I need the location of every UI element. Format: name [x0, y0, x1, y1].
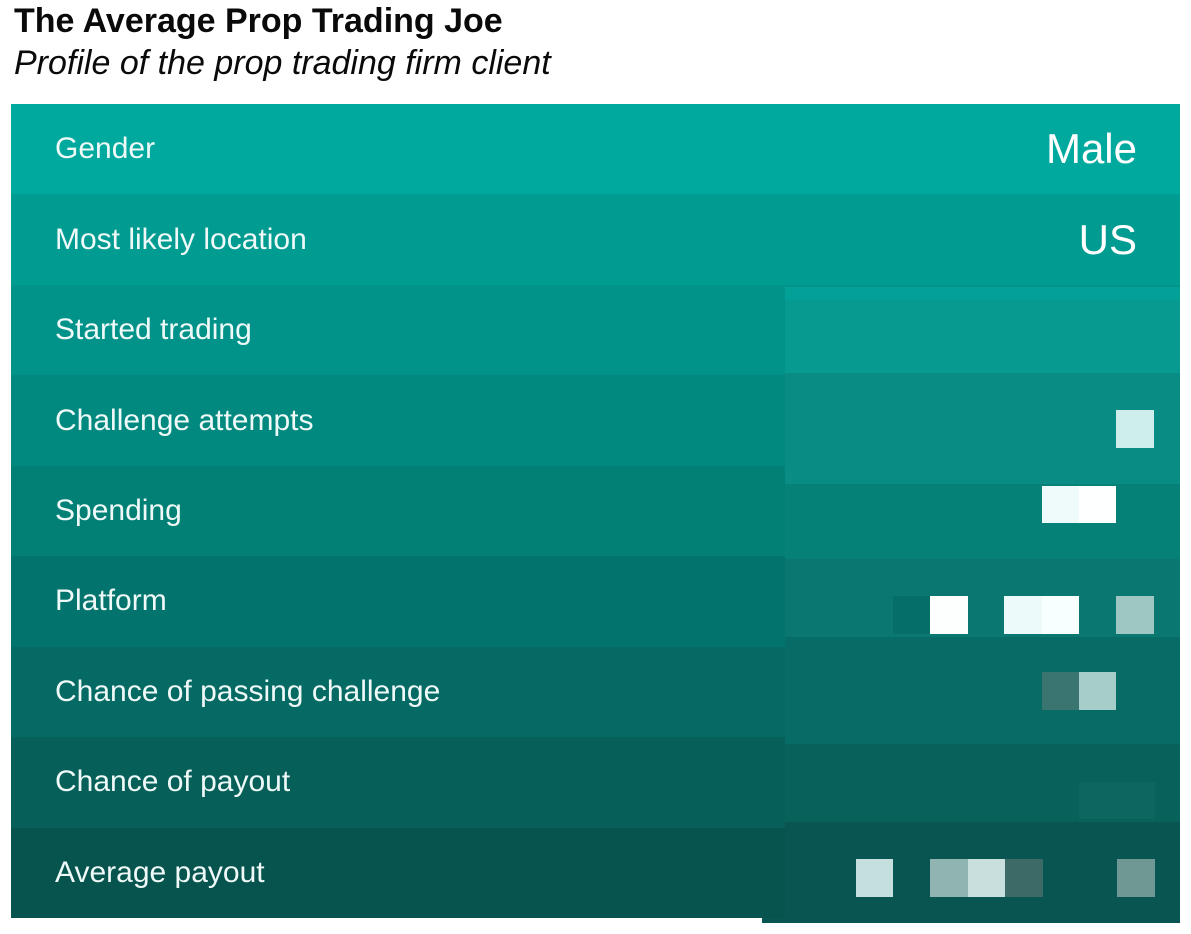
- row-label: Started trading: [55, 313, 252, 347]
- pixel-block: [1116, 410, 1154, 448]
- overlay-band: [785, 287, 1180, 300]
- page-title: The Average Prop Trading Joe: [14, 2, 503, 40]
- pixel-block: [1005, 859, 1043, 897]
- pixel-block: [1116, 596, 1154, 634]
- pixel-block: [1004, 596, 1042, 634]
- overlay-band: [785, 373, 1180, 484]
- overlay-band: [785, 637, 1180, 744]
- row-label: Chance of passing challenge: [55, 674, 441, 708]
- pixel-block: [1042, 486, 1079, 523]
- pixel-block: [1042, 672, 1079, 710]
- table-row: Most likely location US: [11, 194, 1180, 285]
- row-value: Male: [1045, 125, 1137, 173]
- overlay-bottom-tail: [762, 918, 1180, 923]
- pixel-block: [968, 859, 1005, 897]
- pixel-block: [1079, 672, 1116, 710]
- row-label: Challenge attempts: [55, 403, 314, 437]
- pixel-block: [893, 596, 930, 634]
- row-label: Spending: [55, 493, 182, 527]
- pixelated-censor-overlay: [785, 287, 1180, 922]
- pixel-block: [1117, 859, 1155, 897]
- row-label: Platform: [55, 584, 167, 618]
- pixel-block: [856, 859, 893, 897]
- row-label: Average payout: [55, 855, 265, 889]
- row-label: Chance of payout: [55, 765, 291, 799]
- pixel-block: [1079, 486, 1116, 523]
- table-row: Gender Male: [11, 104, 1180, 195]
- pixel-block: [1042, 596, 1079, 634]
- overlay-band: [785, 300, 1180, 373]
- pixel-block: [930, 859, 968, 897]
- page-subtitle: Profile of the prop trading firm client: [14, 44, 551, 82]
- overlay-band: [785, 559, 1180, 637]
- row-label: Gender: [55, 132, 156, 166]
- pixel-block: [1079, 782, 1155, 819]
- overlay-band: [785, 484, 1180, 559]
- pixel-block: [930, 596, 968, 634]
- row-label: Most likely location: [55, 222, 307, 256]
- row-value: US: [1078, 215, 1137, 263]
